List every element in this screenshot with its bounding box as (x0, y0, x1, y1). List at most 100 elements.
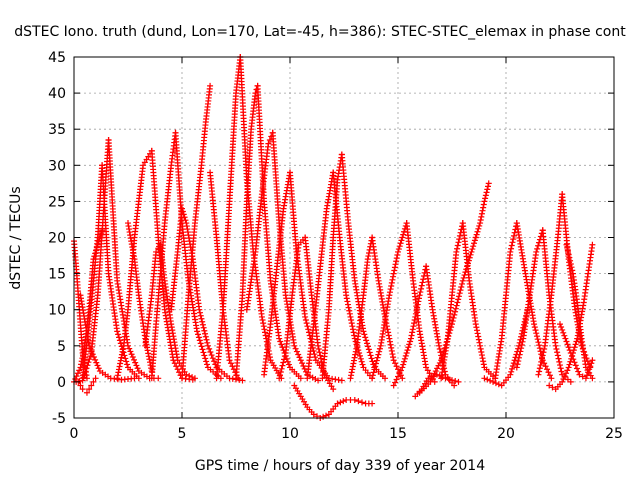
x-tick-label: 25 (605, 426, 623, 442)
series-17 (207, 169, 242, 382)
data-point (206, 85, 213, 92)
data-point (509, 365, 516, 372)
data-point (310, 324, 317, 331)
data-point (412, 313, 419, 320)
data-point (135, 289, 142, 296)
data-point (555, 355, 562, 362)
data-point (399, 364, 406, 371)
data-point (451, 311, 458, 318)
data-point (276, 375, 283, 382)
data-point (349, 326, 356, 333)
data-point (478, 352, 485, 359)
data-point (392, 379, 399, 386)
data-point (88, 382, 95, 389)
data-point (157, 273, 164, 280)
data-point (348, 320, 355, 327)
data-point (312, 354, 319, 361)
data-point (197, 312, 204, 319)
data-point (202, 333, 209, 340)
data-point (86, 386, 93, 393)
data-point (533, 333, 540, 340)
data-point (202, 330, 209, 337)
data-point (131, 237, 138, 244)
data-point (174, 251, 181, 258)
data-point (473, 231, 480, 238)
data-point (278, 341, 285, 348)
data-point (539, 352, 546, 359)
data-point (92, 375, 99, 382)
data-point (368, 355, 375, 362)
data-point (409, 329, 416, 336)
data-point (450, 314, 457, 321)
data-point (404, 347, 411, 354)
data-point (94, 241, 101, 248)
data-point (566, 254, 573, 261)
data-point (124, 361, 131, 368)
data-point (478, 210, 485, 217)
data-point (122, 355, 129, 362)
data-point (569, 267, 576, 274)
data-point (376, 348, 383, 355)
series-46 (459, 220, 499, 382)
data-point (148, 295, 155, 302)
data-point (262, 329, 269, 336)
data-point (73, 373, 80, 380)
data-point (83, 389, 90, 396)
data-point (161, 274, 168, 281)
data-point (264, 143, 271, 150)
data-point (351, 335, 358, 342)
series-31 (334, 396, 376, 407)
data-point (206, 345, 213, 352)
data-point (407, 335, 414, 342)
data-point (452, 377, 459, 384)
data-point (471, 237, 478, 244)
data-point (414, 304, 421, 311)
data-point (470, 243, 477, 250)
data-point (227, 360, 234, 367)
data-point (379, 373, 386, 380)
data-point (128, 351, 135, 358)
data-point (571, 303, 578, 310)
data-point (344, 298, 351, 305)
data-point (580, 302, 587, 309)
data-point (365, 249, 372, 256)
data-point (139, 165, 146, 172)
data-point (330, 237, 337, 244)
data-point (186, 372, 193, 379)
data-point (371, 366, 378, 373)
data-point (389, 351, 396, 358)
data-point (120, 345, 127, 352)
data-point (280, 359, 287, 366)
data-point (209, 355, 216, 362)
data-point (199, 318, 206, 325)
data-point (93, 244, 100, 251)
data-point (475, 333, 482, 340)
data-point (567, 257, 574, 264)
data-point (507, 252, 514, 259)
data-point (79, 386, 86, 393)
series-43 (472, 180, 492, 241)
data-point (538, 358, 545, 365)
data-point (469, 246, 476, 253)
data-point (95, 365, 102, 372)
data-point (301, 310, 308, 317)
data-point (485, 183, 491, 190)
data-point (584, 372, 590, 379)
data-point (428, 374, 435, 381)
data-point (273, 266, 280, 273)
data-point (564, 244, 571, 251)
data-point (395, 373, 401, 380)
data-point (556, 358, 563, 365)
data-point (434, 365, 441, 372)
data-point (393, 255, 400, 262)
data-point (316, 349, 323, 356)
y-tick-label: 35 (48, 122, 66, 138)
x-tick-label: 0 (70, 426, 79, 442)
data-point (93, 359, 100, 366)
data-point (198, 315, 205, 322)
data-point (277, 372, 284, 379)
data-point (536, 345, 543, 352)
data-point (143, 373, 150, 380)
y-tick-label: -5 (52, 411, 66, 427)
data-point (484, 376, 491, 383)
